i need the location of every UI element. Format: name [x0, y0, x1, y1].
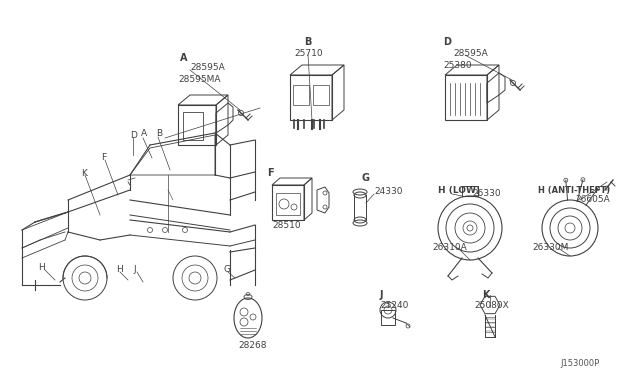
- Text: F: F: [101, 154, 106, 163]
- Text: 26605A: 26605A: [575, 196, 610, 205]
- Text: H (ANTI-THEFT): H (ANTI-THEFT): [538, 186, 610, 195]
- Text: H (LOW): H (LOW): [438, 186, 480, 195]
- Text: B: B: [304, 37, 312, 47]
- Text: 25380: 25380: [443, 61, 472, 70]
- Text: A: A: [141, 129, 147, 138]
- Text: D: D: [443, 37, 451, 47]
- Text: A: A: [180, 53, 188, 63]
- Text: H: H: [38, 263, 45, 273]
- Text: 28510: 28510: [272, 221, 301, 231]
- Text: 25080X: 25080X: [474, 301, 509, 310]
- Text: J153000P: J153000P: [560, 359, 599, 369]
- Text: 26310A: 26310A: [432, 244, 467, 253]
- Text: 28595A: 28595A: [190, 64, 225, 73]
- Text: 28595A: 28595A: [453, 48, 488, 58]
- Text: J: J: [133, 266, 136, 275]
- Text: 25710: 25710: [294, 48, 323, 58]
- Text: 26330: 26330: [472, 189, 500, 198]
- Text: 26330M: 26330M: [532, 244, 568, 253]
- Text: B: B: [156, 128, 162, 138]
- Text: G: G: [224, 266, 231, 275]
- Text: F: F: [267, 168, 274, 178]
- Text: K: K: [482, 290, 490, 300]
- Text: J: J: [380, 290, 383, 300]
- Text: H: H: [116, 266, 123, 275]
- Text: 28595MA: 28595MA: [178, 76, 221, 84]
- Text: G: G: [362, 173, 370, 183]
- Text: 28268: 28268: [238, 340, 266, 350]
- Text: D: D: [130, 131, 137, 140]
- Text: K: K: [81, 169, 87, 177]
- Text: 24330: 24330: [374, 187, 403, 196]
- Text: 25240: 25240: [380, 301, 408, 310]
